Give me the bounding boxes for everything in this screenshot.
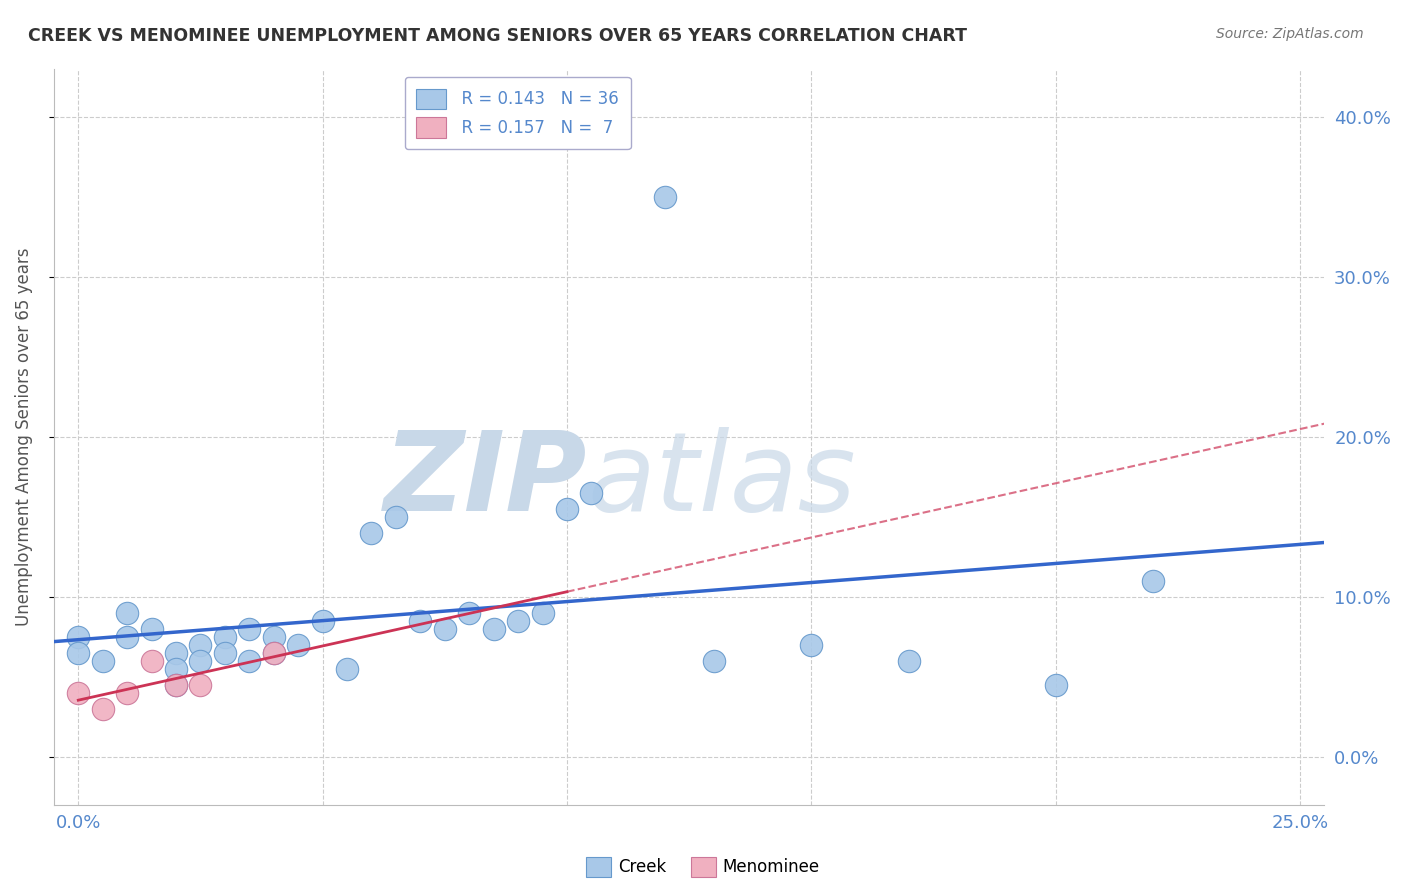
Point	[190, 638, 212, 652]
Point	[506, 614, 529, 628]
Point	[482, 622, 505, 636]
Point	[141, 654, 163, 668]
Point	[115, 686, 138, 700]
Text: atlas: atlas	[588, 427, 856, 534]
Point	[67, 646, 90, 660]
Point	[238, 622, 260, 636]
Legend: Creek, Menominee: Creek, Menominee	[579, 850, 827, 884]
Point	[165, 678, 187, 692]
Point	[263, 646, 285, 660]
Point	[360, 525, 382, 540]
Text: ZIP: ZIP	[384, 427, 588, 534]
Point	[214, 646, 236, 660]
Point	[898, 654, 921, 668]
Point	[165, 662, 187, 676]
Point	[287, 638, 309, 652]
Point	[214, 630, 236, 644]
Point	[67, 686, 90, 700]
Point	[703, 654, 725, 668]
Point	[91, 701, 114, 715]
Point	[1142, 574, 1164, 588]
Point	[190, 654, 212, 668]
Point	[385, 509, 408, 524]
Point	[581, 485, 603, 500]
Point	[91, 654, 114, 668]
Point	[555, 501, 578, 516]
Text: Source: ZipAtlas.com: Source: ZipAtlas.com	[1216, 27, 1364, 41]
Y-axis label: Unemployment Among Seniors over 65 years: Unemployment Among Seniors over 65 years	[15, 247, 32, 626]
Point	[409, 614, 432, 628]
Point	[67, 630, 90, 644]
Point	[263, 630, 285, 644]
Point	[141, 622, 163, 636]
Point	[654, 189, 676, 203]
Point	[433, 622, 456, 636]
Point	[800, 638, 823, 652]
Point	[263, 646, 285, 660]
Point	[336, 662, 359, 676]
Point	[458, 606, 481, 620]
Point	[115, 606, 138, 620]
Point	[115, 630, 138, 644]
Point	[311, 614, 333, 628]
Point	[165, 646, 187, 660]
Text: CREEK VS MENOMINEE UNEMPLOYMENT AMONG SENIORS OVER 65 YEARS CORRELATION CHART: CREEK VS MENOMINEE UNEMPLOYMENT AMONG SE…	[28, 27, 967, 45]
Point	[190, 678, 212, 692]
Point	[1045, 678, 1067, 692]
Point	[531, 606, 554, 620]
Point	[165, 678, 187, 692]
Point	[238, 654, 260, 668]
Legend:   R = 0.143   N = 36,   R = 0.157   N =  7: R = 0.143 N = 36, R = 0.157 N = 7	[405, 77, 631, 149]
